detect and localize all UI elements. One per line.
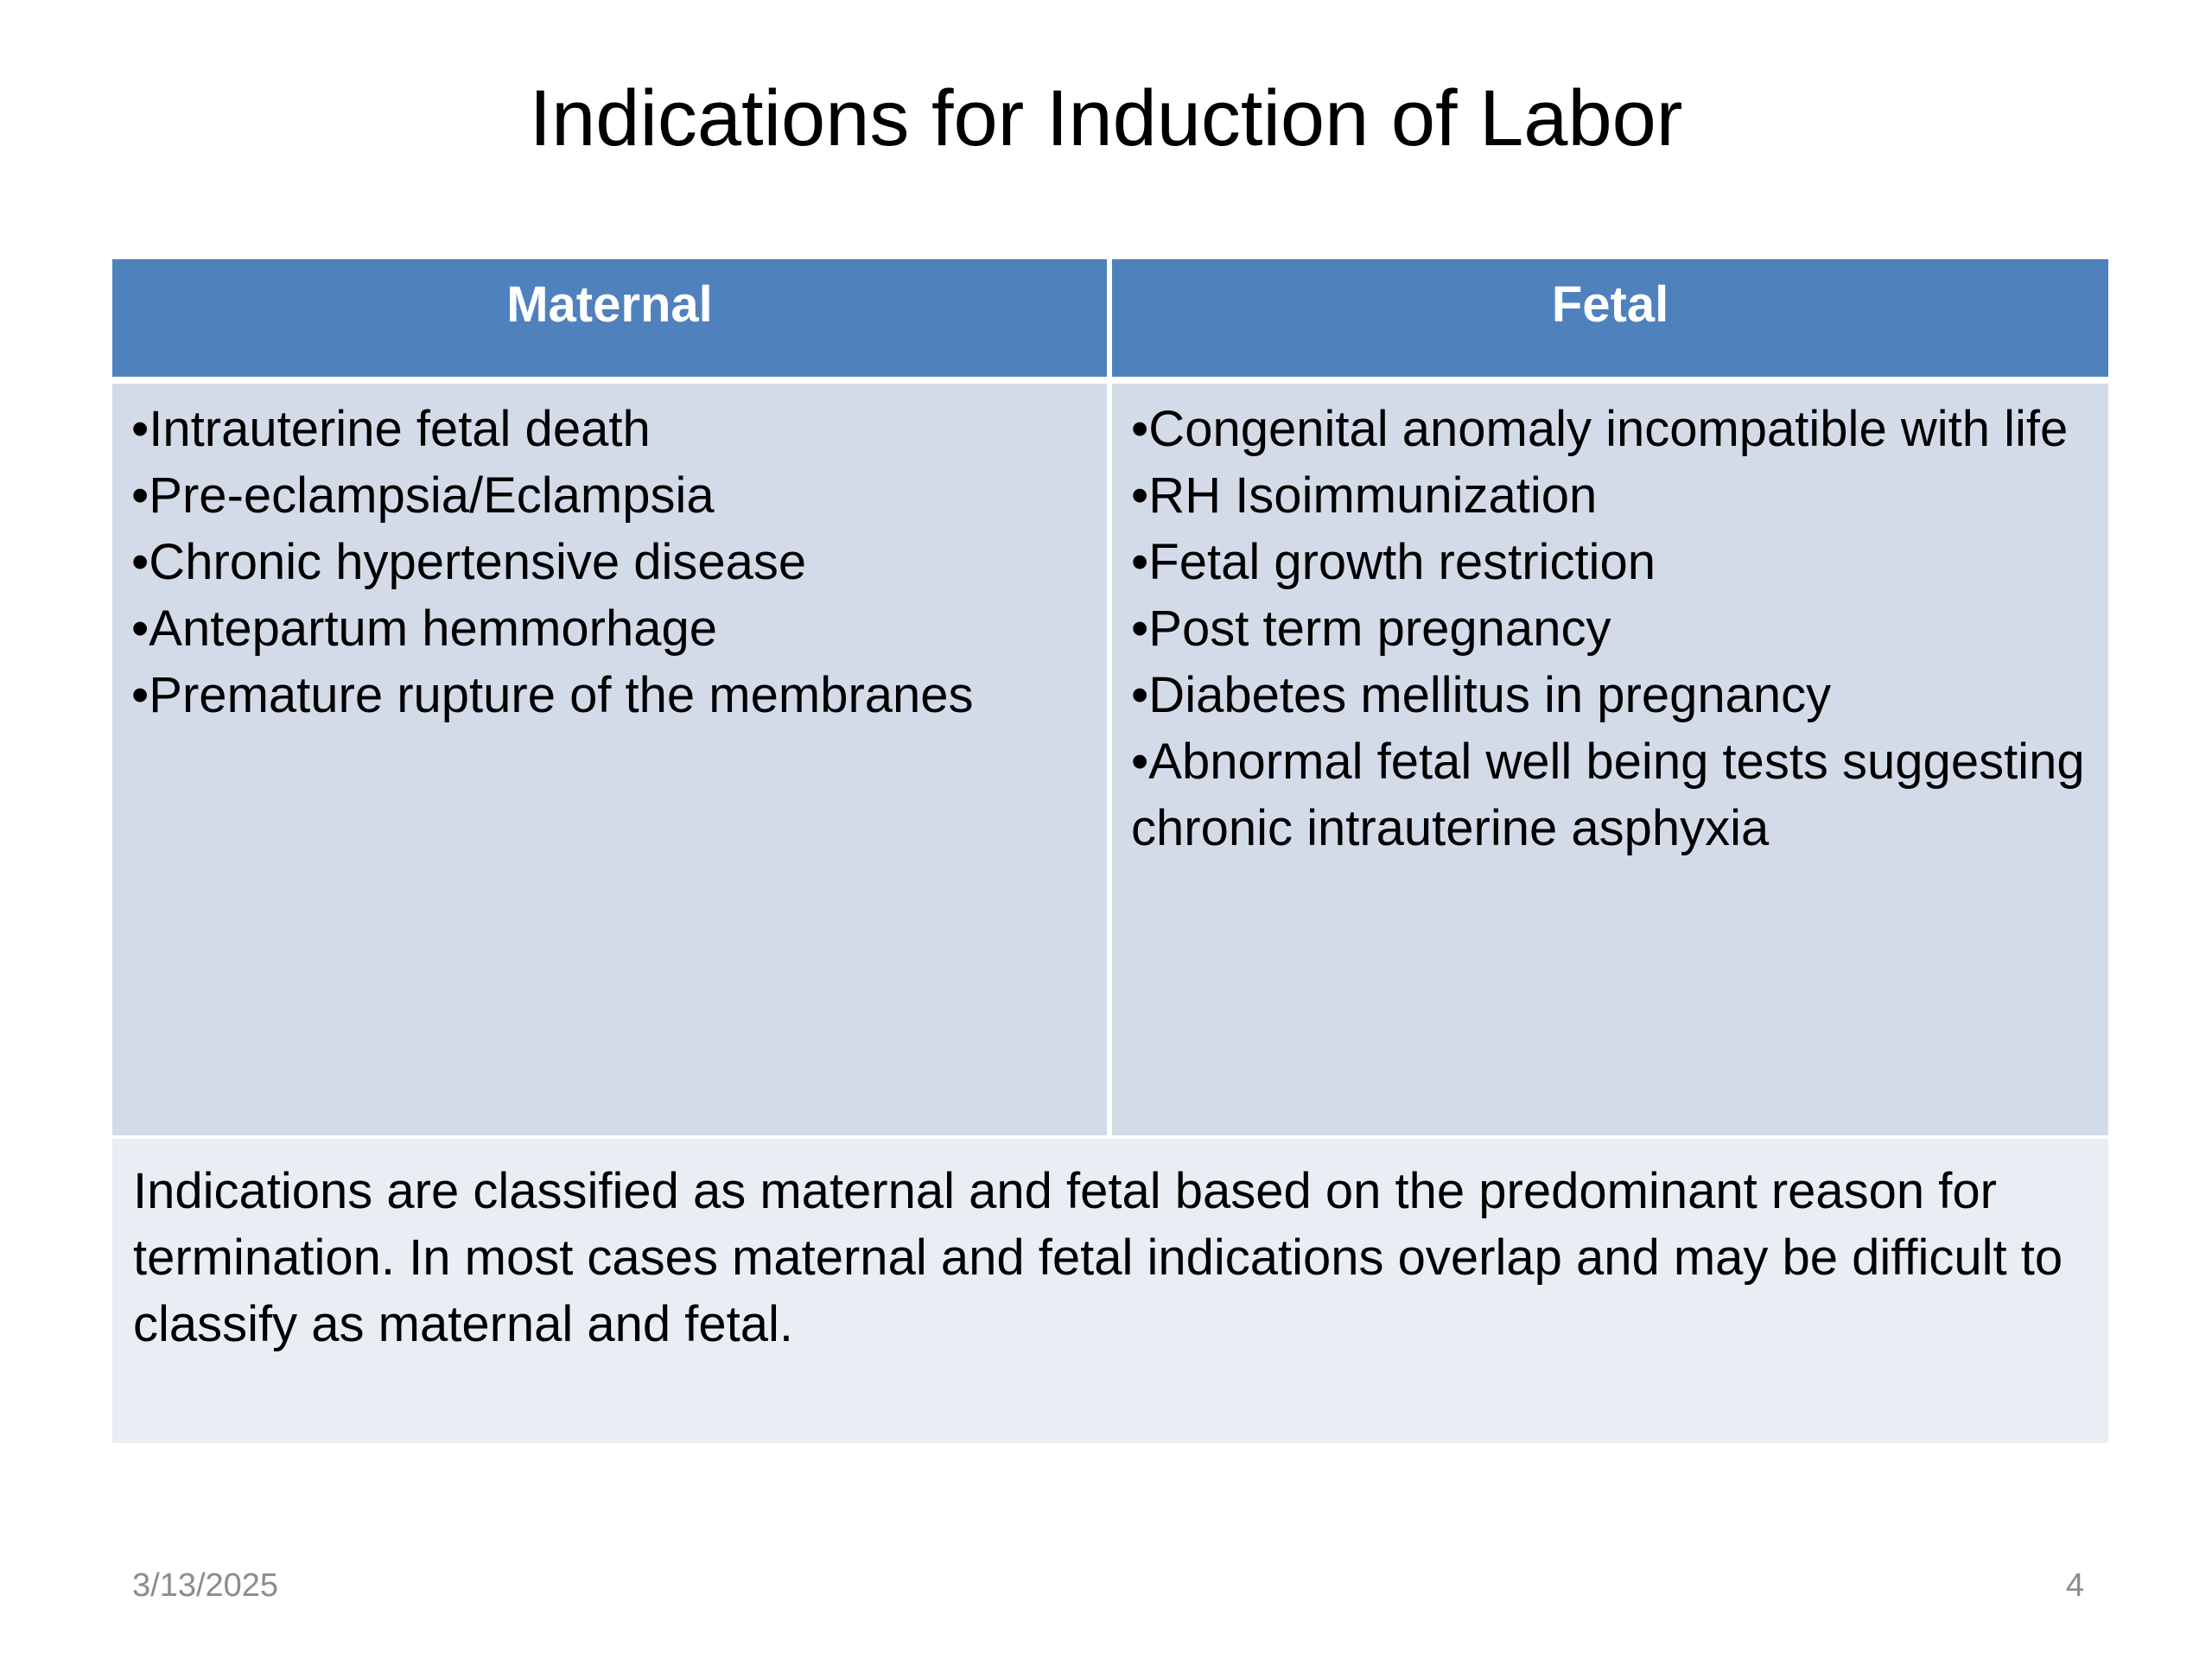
list-item: •Post term pregnancy: [1131, 601, 1611, 657]
list-item: •Congenital anomaly incompatible with li…: [1131, 401, 2069, 457]
list-item: •Abnormal fetal well being tests suggest…: [1131, 734, 2085, 856]
classification-note: Indications are classified as maternal a…: [112, 1139, 2108, 1443]
slide-title: Indications for Induction of Labor: [529, 74, 1683, 162]
list-item: •Premature rupture of the membranes: [131, 667, 974, 723]
list-item: •RH Isoimmunization: [1131, 467, 1598, 524]
fetal-indications-list: •Congenital anomaly incompatible with li…: [1112, 384, 2108, 1135]
indications-table: Maternal Fetal •Intrauterine fetal death…: [112, 259, 2108, 1443]
fetal-column-header: Fetal: [1112, 259, 2108, 377]
footer-date: 3/13/2025: [132, 1567, 279, 1604]
list-item: •Diabetes mellitus in pregnancy: [1131, 667, 1832, 723]
list-item: •Chronic hypertensive disease: [131, 534, 807, 590]
list-item: •Fetal growth restriction: [1131, 534, 1656, 590]
list-item: •Intrauterine fetal death: [131, 401, 651, 457]
maternal-indications-list: •Intrauterine fetal death •Pre-eclampsia…: [112, 384, 1107, 1135]
slide-number: 4: [2065, 1567, 2084, 1604]
list-item: •Antepartum hemmorhage: [131, 601, 717, 657]
maternal-column-header: Maternal: [112, 259, 1107, 377]
list-item: •Pre-eclampsia/Eclampsia: [131, 467, 715, 524]
